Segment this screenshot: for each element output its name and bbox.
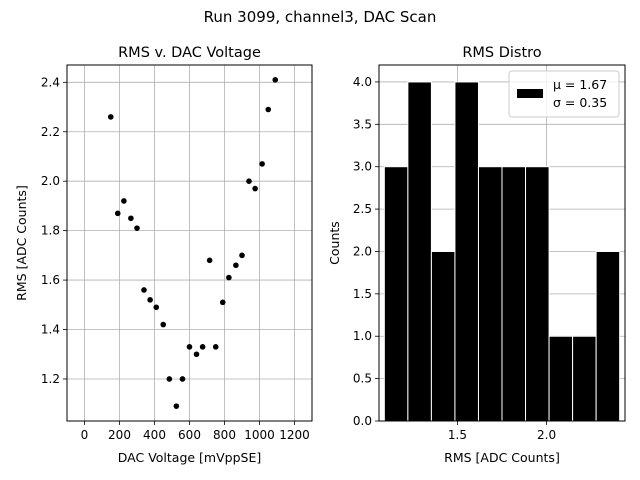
scatter-point xyxy=(173,403,180,409)
scatter-y-axis-label: RMS [ADC Counts] xyxy=(14,185,29,301)
scatter-point xyxy=(212,344,219,350)
scatter-x-axis-label: DAC Voltage [mVppSE] xyxy=(118,450,261,465)
histogram-bar xyxy=(572,335,597,422)
histogram-y-tick-label: 1.5 xyxy=(353,287,372,301)
scatter-panel: 0 200 400 600 800 1000 1200 1.2 1.4 1.6 1.8 2.0 2.2… xyxy=(14,45,313,465)
scatter-x-tick-label: 400 xyxy=(143,428,166,442)
scatter-point xyxy=(186,344,193,350)
scatter-point xyxy=(141,287,147,293)
scatter-point xyxy=(114,210,121,217)
scatter-point xyxy=(121,198,127,204)
histogram-bar xyxy=(383,166,409,422)
histogram-y-ticks: 0.0 0.5 1.0 1.5 2.0 2.5 3.0 3.5 4.0 xyxy=(353,75,379,428)
histogram-x-tick-label: 1.5 xyxy=(448,428,467,442)
scatter-point xyxy=(134,225,140,231)
histogram-y-tick-label: 4.0 xyxy=(353,75,372,89)
scatter-x-tick-label: 200 xyxy=(108,428,131,442)
histogram-x-ticks: 1.5 2.0 xyxy=(448,421,556,442)
scatter-point xyxy=(259,161,265,167)
histogram-y-tick-label: 0.0 xyxy=(353,414,372,428)
scatter-y-tick-label: 1.6 xyxy=(41,273,60,287)
histogram-bars xyxy=(383,81,621,422)
histogram-title: RMS Distro xyxy=(462,45,541,61)
figure-title: Run 3099, channel3, DAC Scan xyxy=(204,8,437,26)
scatter-point xyxy=(265,106,272,113)
histogram-bar xyxy=(595,250,621,422)
scatter-y-ticks: 1.2 1.4 1.6 1.8 2.0 2.2 2.4 xyxy=(41,75,67,386)
histogram-bar xyxy=(407,81,432,422)
scatter-y-tick-label: 2.2 xyxy=(41,125,60,139)
histogram-y-tick-label: 2.0 xyxy=(353,244,372,258)
histogram-bar xyxy=(477,166,503,422)
histogram-bar xyxy=(430,250,456,422)
scatter-point xyxy=(160,321,167,328)
scatter-point xyxy=(153,304,160,311)
scatter-point xyxy=(239,252,245,259)
scatter-x-tick-label: 0 xyxy=(81,428,89,442)
histogram-y-tick-label: 0.5 xyxy=(353,372,372,386)
scatter-point xyxy=(252,185,258,192)
scatter-point xyxy=(219,299,226,306)
scatter-x-tick-label: 1000 xyxy=(244,428,275,442)
scatter-point xyxy=(193,351,200,358)
histogram-x-tick-label: 2.0 xyxy=(537,428,556,442)
scatter-point xyxy=(166,376,173,382)
scatter-y-tick-label: 2.4 xyxy=(41,75,60,89)
histogram-axes-frame xyxy=(378,64,626,422)
histogram-bar xyxy=(501,166,527,422)
scatter-x-tick-label: 800 xyxy=(213,428,236,442)
histogram-y-tick-label: 3.5 xyxy=(353,117,372,131)
histogram-y-tick-label: 3.0 xyxy=(353,160,372,174)
scatter-point xyxy=(206,257,213,264)
scatter-title: RMS v. DAC Voltage xyxy=(118,45,261,61)
histogram-x-axis-label: RMS [ADC Counts] xyxy=(444,450,560,465)
scatter-y-tick-label: 1.4 xyxy=(41,323,60,337)
scatter-x-ticks: 0 200 400 600 800 1000 1200 xyxy=(81,421,310,442)
scatter-y-tick-label: 1.8 xyxy=(41,224,60,238)
scatter-points xyxy=(107,77,279,409)
histogram-y-axis-label: Counts xyxy=(327,221,342,265)
scatter-point xyxy=(147,297,153,303)
histogram-legend: μ = 1.67 σ = 0.35 xyxy=(508,70,620,118)
histogram-bar xyxy=(548,335,574,422)
scatter-point xyxy=(107,114,114,120)
scatter-point xyxy=(233,262,239,269)
scatter-point xyxy=(199,344,206,350)
scatter-point xyxy=(246,178,252,184)
legend-box xyxy=(508,70,620,118)
histogram-panel: 1.5 2.0 0.0 0.5 1.0 1.5 2.0 2.5 3.0 3.5 4.0 RMS D… xyxy=(327,45,626,465)
legend-swatch xyxy=(517,89,543,98)
histogram-y-tick-label: 2.5 xyxy=(353,202,372,216)
scatter-y-tick-label: 2.0 xyxy=(41,174,60,188)
legend-std-entry: σ = 0.35 xyxy=(553,95,607,110)
scatter-point xyxy=(272,77,279,83)
scatter-x-tick-label: 1200 xyxy=(279,428,310,442)
scatter-point xyxy=(226,274,232,281)
scatter-grid xyxy=(67,65,312,421)
scatter-x-tick-label: 600 xyxy=(178,428,201,442)
histogram-bar xyxy=(525,166,550,422)
scatter-point xyxy=(179,376,186,382)
histogram-y-tick-label: 1.0 xyxy=(353,329,372,343)
scatter-y-tick-label: 1.2 xyxy=(41,372,60,386)
scatter-point xyxy=(128,215,134,222)
legend-mean-entry: μ = 1.67 xyxy=(553,77,607,92)
histogram-bar xyxy=(454,81,479,422)
